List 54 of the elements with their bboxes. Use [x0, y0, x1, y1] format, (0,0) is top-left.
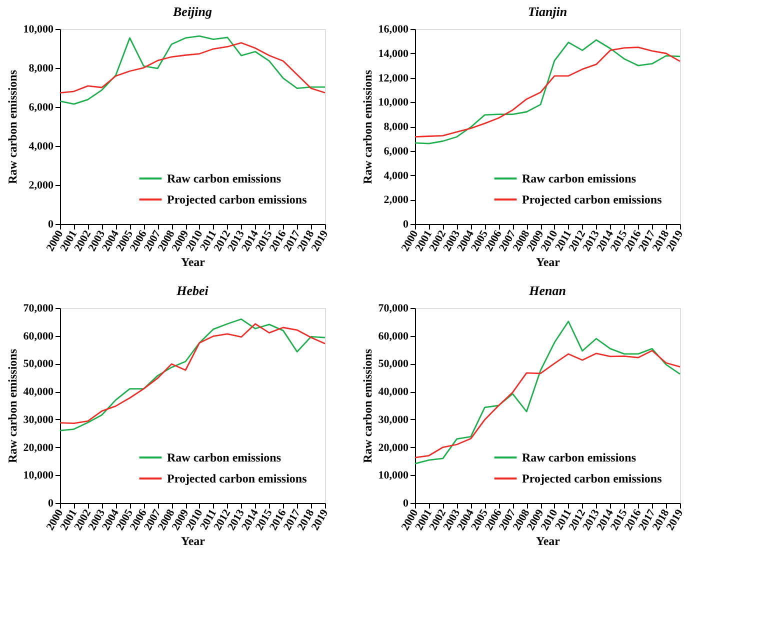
legend-label: Projected carbon emissions — [522, 472, 662, 486]
y-tick-label: 10,000 — [23, 24, 54, 36]
y-tick-label: 8,000 — [384, 121, 409, 133]
y-tick-label: 4,000 — [384, 170, 409, 182]
y-tick-label: 10,000 — [23, 470, 54, 482]
y-tick-label: 12,000 — [378, 72, 409, 84]
chart-title: Henan — [528, 283, 566, 298]
x-axis-title: Year — [181, 534, 206, 548]
legend-label: Projected carbon emissions — [522, 192, 662, 206]
y-tick-label: 6,000 — [28, 102, 54, 114]
y-tick-label: 16,000 — [378, 24, 409, 36]
y-tick-label: 0 — [48, 498, 54, 510]
y-tick-label: 4,000 — [28, 140, 54, 152]
chart-title: Tianjin — [528, 4, 568, 19]
y-tick-label: 70,000 — [378, 302, 409, 314]
y-tick-label: 40,000 — [23, 386, 54, 398]
x-axis-title: Year — [536, 534, 561, 548]
y-tick-label: 6,000 — [384, 145, 409, 158]
y-tick-label: 14,000 — [378, 48, 409, 60]
legend-label: Projected carbon emissions — [167, 472, 308, 486]
y-tick-label: 20,000 — [378, 442, 409, 454]
y-axis-title: Raw carbon emissions — [5, 70, 20, 184]
y-tick-label: 0 — [403, 498, 409, 510]
x-axis-title: Year — [536, 255, 561, 270]
y-tick-label: 20,000 — [23, 442, 54, 454]
legend-label: Raw carbon emissions — [522, 172, 636, 186]
y-tick-label: 50,000 — [23, 358, 54, 370]
legend-label: Raw carbon emissions — [167, 450, 282, 464]
y-tick-label: 10,000 — [378, 96, 409, 109]
line-series — [414, 320, 681, 464]
chart-title: Hebei — [176, 283, 209, 298]
y-tick-label: 0 — [48, 218, 54, 230]
y-tick-label: 10,000 — [378, 470, 409, 482]
y-tick-label: 8,000 — [28, 62, 54, 74]
y-axis-title: Raw carbon emissions — [360, 348, 374, 464]
legend-label: Projected carbon emissions — [167, 192, 308, 206]
x-axis-title: Year — [181, 255, 206, 270]
y-tick-label: 2,000 — [28, 180, 54, 192]
legend-label: Raw carbon emissions — [167, 172, 282, 186]
y-tick-label: 30,000 — [23, 414, 54, 426]
y-tick-label: 70,000 — [23, 302, 54, 314]
y-tick-label: 60,000 — [23, 330, 54, 342]
line-series — [59, 42, 326, 94]
y-axis-title: Raw carbon emissions — [5, 348, 20, 464]
y-tick-label: 30,000 — [378, 414, 409, 426]
y-axis-title: Raw carbon emissions — [360, 70, 374, 184]
y-tick-label: 40,000 — [378, 386, 409, 398]
line-series — [59, 35, 326, 105]
y-tick-label: 60,000 — [378, 330, 409, 342]
y-tick-label: 2,000 — [384, 194, 409, 206]
y-tick-label: 0 — [403, 218, 409, 230]
y-tick-label: 50,000 — [378, 358, 409, 370]
chart-title: Beijing — [172, 4, 212, 19]
legend-label: Raw carbon emissions — [522, 450, 636, 464]
